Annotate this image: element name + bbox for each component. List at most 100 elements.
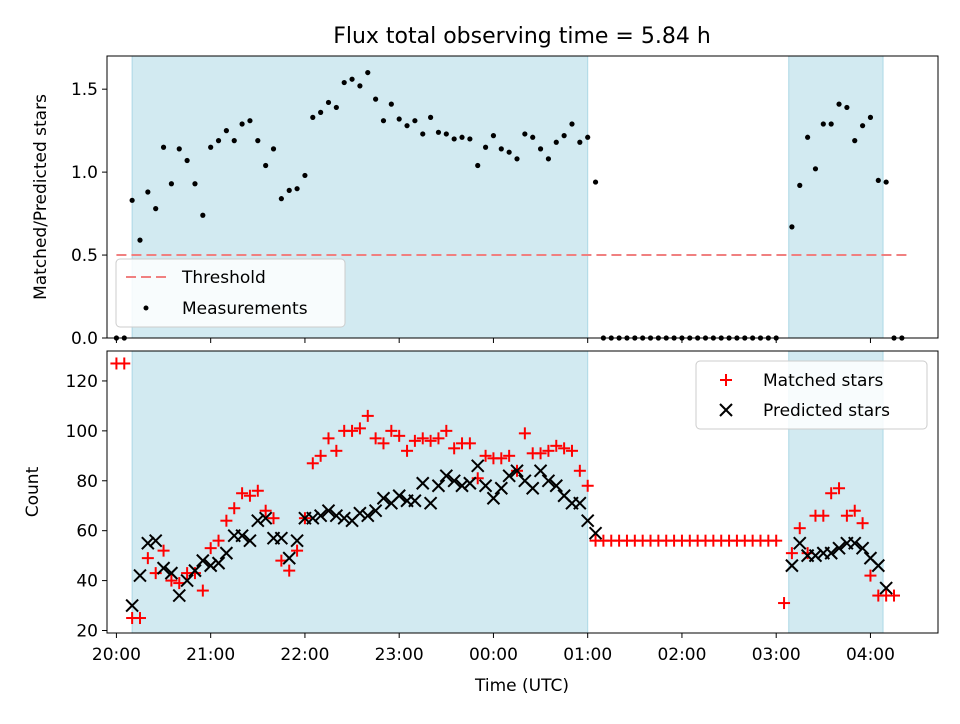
matched-star-point bbox=[361, 409, 374, 422]
measurement-point bbox=[200, 212, 206, 218]
measurement-point bbox=[443, 131, 449, 137]
matched-star-point bbox=[888, 589, 901, 602]
predicted-star-point bbox=[423, 496, 438, 510]
predicted-star-point bbox=[486, 491, 501, 505]
x-tick-label: 22:00 bbox=[280, 645, 329, 665]
measurement-point bbox=[357, 83, 363, 89]
matched-star-point bbox=[369, 432, 382, 445]
legend-threshold-label: Threshold bbox=[181, 268, 266, 288]
matched-star-point bbox=[259, 504, 272, 517]
measurement-point bbox=[373, 96, 379, 102]
shaded-interval-1 bbox=[788, 55, 884, 339]
measurement-point bbox=[883, 179, 889, 185]
y-tick-label: 20 bbox=[76, 622, 98, 642]
measurement-point bbox=[514, 156, 520, 162]
measurement-point bbox=[852, 138, 858, 144]
measurement-point bbox=[325, 99, 332, 106]
top-y-ticks: 0.0 0.5 1.0 1.5 bbox=[71, 80, 107, 349]
predicted-star-point bbox=[251, 513, 265, 528]
measurement-point bbox=[820, 121, 826, 127]
measurement-point bbox=[498, 146, 504, 152]
bottom-axes-frame bbox=[106, 350, 939, 634]
measurement-point bbox=[844, 104, 850, 111]
legend-matched-label: Matched stars bbox=[763, 371, 883, 391]
bottom-shaded-intervals bbox=[131, 350, 884, 634]
matched-star-point bbox=[565, 444, 578, 457]
matched-star-point bbox=[401, 444, 414, 457]
matched-star-point bbox=[793, 522, 806, 535]
legend-predicted-label: Predicted stars bbox=[763, 401, 890, 421]
measurement-point bbox=[530, 134, 536, 140]
x-axis-label: Time (UTC) bbox=[474, 676, 569, 696]
measurement-point bbox=[223, 128, 229, 134]
measurement-point bbox=[208, 144, 214, 150]
matched-star-point bbox=[157, 544, 170, 557]
matched-star-point bbox=[448, 442, 461, 455]
measurement-point bbox=[388, 101, 394, 107]
y-tick-label: 1.0 bbox=[71, 163, 98, 183]
top-legend-box bbox=[115, 258, 346, 328]
matched-star-point bbox=[770, 534, 783, 547]
matched-star-point bbox=[267, 512, 280, 525]
matched-star-point bbox=[424, 434, 437, 447]
y-tick-label: 80 bbox=[76, 472, 98, 492]
x-tick-label: 04:00 bbox=[846, 645, 895, 665]
measurement-point bbox=[522, 131, 528, 137]
measurement-point bbox=[302, 172, 308, 179]
measurement-point bbox=[184, 157, 190, 164]
measurement-point bbox=[129, 197, 135, 203]
matched-star-point bbox=[856, 517, 869, 530]
predicted-star-point bbox=[785, 558, 799, 573]
predicted-star-point bbox=[431, 479, 446, 493]
x-tick-label: 00:00 bbox=[469, 645, 518, 665]
measurement-point bbox=[294, 186, 300, 192]
matched-star-point bbox=[503, 449, 516, 462]
measurement-point bbox=[428, 114, 434, 120]
matched-star-point bbox=[228, 502, 241, 515]
bottom-y-ticks: 20 40 60 80 100 120 bbox=[66, 372, 107, 642]
predicted-star-point bbox=[274, 531, 289, 545]
matched-star-point bbox=[479, 449, 492, 462]
measurement-point bbox=[247, 118, 253, 124]
measurement-point bbox=[805, 134, 811, 140]
matched-star-point bbox=[463, 437, 476, 450]
measurement-point bbox=[168, 181, 175, 187]
matched-star-point bbox=[291, 544, 304, 557]
predicted-star-point bbox=[156, 561, 171, 575]
measurement-point bbox=[255, 138, 261, 144]
measurement-point bbox=[561, 133, 567, 139]
matched-star-point bbox=[165, 574, 178, 587]
matched-star-point bbox=[118, 357, 131, 370]
predicted-star-point bbox=[353, 506, 367, 520]
legend-predicted-swatch bbox=[719, 403, 733, 417]
measurement-point bbox=[160, 144, 167, 150]
predicted-star-point bbox=[494, 481, 509, 495]
predicted-star-point bbox=[188, 563, 202, 578]
measurement-point bbox=[875, 177, 881, 184]
predicted-star-point bbox=[510, 464, 524, 478]
predicted-star-point bbox=[808, 548, 823, 563]
matched-star-point bbox=[558, 442, 571, 455]
predicted-star-point bbox=[879, 581, 893, 595]
matched-star-point bbox=[377, 437, 390, 450]
measurement-point bbox=[435, 129, 442, 135]
y-tick-label: 40 bbox=[76, 572, 98, 592]
predicted-star-point bbox=[125, 598, 139, 613]
matched-star-point bbox=[251, 484, 264, 497]
predicted-star-point bbox=[416, 476, 430, 490]
measurement-point bbox=[467, 136, 473, 142]
predicted-star-point bbox=[164, 566, 179, 580]
y-tick-label: 0.5 bbox=[71, 246, 98, 266]
matched-star-point bbox=[416, 432, 429, 445]
matched-star-point bbox=[817, 509, 830, 522]
predicted-star-point bbox=[368, 504, 383, 518]
chart-title: Flux total observing time = 5.84 h bbox=[333, 24, 711, 49]
predicted-star-point bbox=[471, 459, 485, 473]
measurement-point bbox=[349, 76, 355, 82]
matched-star-point bbox=[542, 444, 555, 457]
matched-star-point bbox=[408, 434, 421, 447]
x-tick-label: 20:00 bbox=[92, 645, 141, 665]
measurement-point bbox=[569, 121, 575, 127]
top-axes-frame bbox=[106, 55, 939, 339]
